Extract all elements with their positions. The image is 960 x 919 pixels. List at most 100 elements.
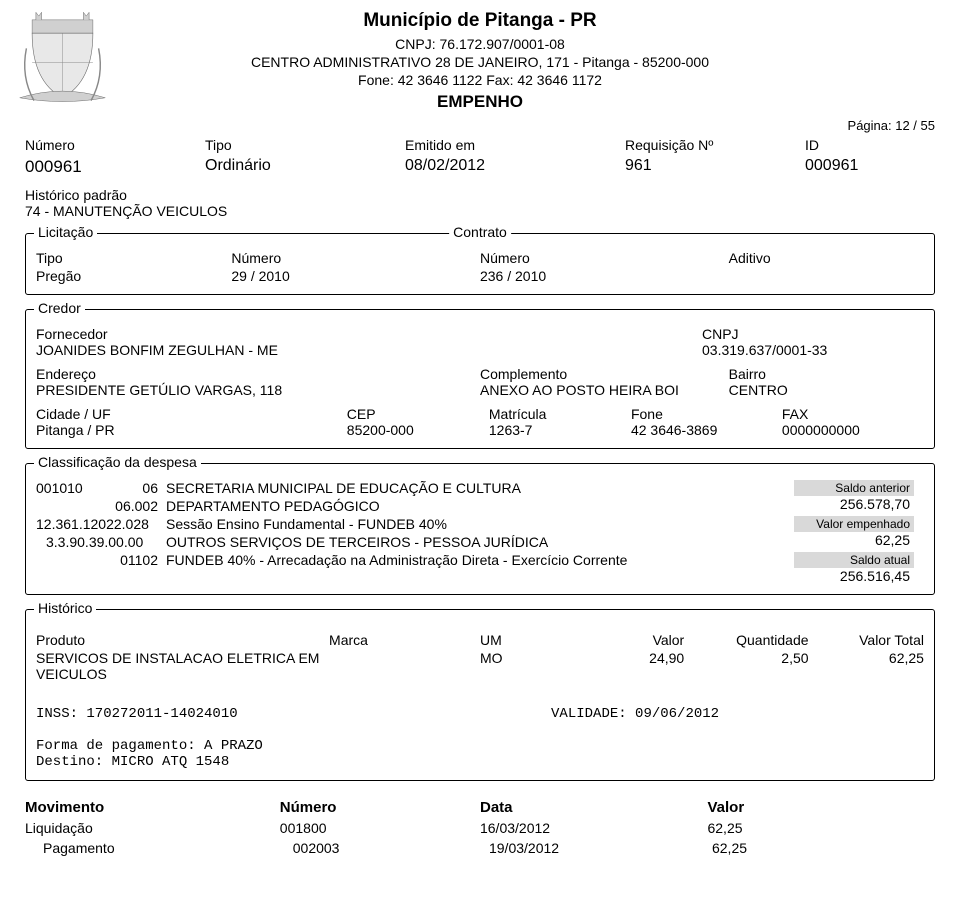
hist-padrao-text: 74 - MANUTENÇÃO VEICULOS [25, 203, 935, 219]
hist-padrao-block: Histórico padrão 74 - MANUTENÇÃO VEICULO… [25, 187, 935, 219]
hist-padrao-label: Histórico padrão [25, 187, 935, 203]
hist-qtd-lbl: Quantidade [684, 632, 808, 648]
fax-val: 0000000000 [782, 422, 924, 438]
municipality-title: Município de Pitanga - PR [25, 10, 935, 32]
endereco-lbl: Endereço [36, 366, 480, 382]
mov-num: 001800 [280, 820, 480, 836]
lic-num-val: 29 / 2010 [231, 268, 480, 284]
aditivo-lbl: Aditivo [729, 250, 924, 266]
mov-num: 002003 [293, 840, 489, 856]
fornecedor-val: JOANIDES BONFIM ZEGULHAN - ME [36, 342, 702, 358]
lbl-id: ID [805, 137, 905, 153]
credor-title: Credor [34, 300, 85, 316]
header-phones: Fone: 42 3646 1122 Fax: 42 3646 1172 [25, 72, 935, 88]
document-type: EMPENHO [25, 92, 935, 112]
saldo-anterior-value: 256.578,70 [794, 496, 914, 512]
fornecedor-lbl: Fornecedor [36, 326, 702, 342]
lic-tipo-lbl: Tipo [36, 250, 231, 266]
saldo-anterior-label: Saldo anterior [794, 480, 914, 496]
classif-text: Sessão Ensino Fundamental - FUNDEB 40% [166, 516, 784, 532]
hist-produto-val: SERVICOS DE INSTALACAO ELETRICA EM VEICU… [36, 650, 329, 682]
classif-line: 12.361.12022.028 Sessão Ensino Fundament… [36, 516, 784, 532]
historico-fieldset: Histórico Produto Marca UM Valor Quantid… [25, 609, 935, 781]
valor-empenhado-value: 62,25 [794, 532, 914, 548]
val-numero: 000961 [25, 157, 205, 177]
classif-code: 001010 [36, 480, 96, 496]
hist-valor-lbl: Valor [569, 632, 684, 648]
licitacao-title: Licitação [34, 224, 97, 240]
cidade-lbl: Cidade / UF [36, 406, 347, 422]
hist-total-val: 62,25 [809, 650, 924, 682]
classif-text: DEPARTAMENTO PEDAGÓGICO [166, 498, 784, 514]
lbl-numero: Número [25, 137, 205, 153]
classif-side: Saldo anterior 256.578,70 Valor empenhad… [794, 480, 924, 584]
saldo-atual-value: 256.516,45 [794, 568, 914, 584]
fone-lbl: Fone [631, 406, 782, 422]
contrato-num-val: 236 / 2010 [480, 268, 729, 284]
mov-type: Pagamento [43, 840, 275, 856]
classif-sub: 06 [96, 480, 166, 496]
mov-valor: 62,25 [707, 820, 935, 836]
header-cnpj: CNPJ: 76.172.907/0001-08 [25, 36, 935, 52]
mov-valor-lbl: Valor [707, 799, 935, 816]
complemento-val: ANEXO AO POSTO HEIRA BOI [480, 382, 729, 398]
licitacao-fieldset: Licitação Contrato Tipo Número Número Ad… [25, 233, 935, 295]
mov-valor: 62,25 [712, 840, 935, 856]
cnpj-val: 03.319.637/0001-33 [702, 342, 924, 358]
hist-total-lbl: Valor Total [809, 632, 924, 648]
mov-header: Movimento Número Data Valor [25, 799, 935, 816]
classif-line: 3.3.90.39.00.00 OUTROS SERVIÇOS DE TERCE… [36, 534, 784, 550]
matricula-lbl: Matrícula [489, 406, 631, 422]
valor-empenhado-label: Valor empenhado [794, 516, 914, 532]
classif-line: 01102 FUNDEB 40% - Arrecadação na Admini… [36, 552, 784, 568]
hist-marca-lbl: Marca [329, 632, 480, 648]
lbl-req: Requisição Nº [625, 137, 805, 153]
classif-title: Classificação da despesa [34, 454, 201, 470]
page-indicator: Página: 12 / 55 [25, 118, 935, 133]
contrato-title: Contrato [449, 224, 511, 240]
header-address: CENTRO ADMINISTRATIVO 28 DE JANEIRO, 171… [25, 54, 935, 70]
cep-lbl: CEP [347, 406, 489, 422]
lbl-tipo: Tipo [205, 137, 405, 153]
fax-lbl: FAX [782, 406, 924, 422]
validade-text: VALIDADE: 09/06/2012 [551, 706, 719, 722]
hist-qtd-val: 2,50 [684, 650, 808, 682]
credor-fieldset: Credor Fornecedor CNPJ JOANIDES BONFIM Z… [25, 309, 935, 449]
ident-values-row: 000961 Ordinário 08/02/2012 961 000961 [25, 157, 935, 177]
fone-val: 42 3646-3869 [631, 422, 782, 438]
classif-sub: 06.002 [96, 498, 166, 514]
mov-type: Liquidação [25, 820, 280, 836]
classif-fieldset: Classificação da despesa 001010 06 SECRE… [25, 463, 935, 595]
classif-code: 3.3.90.39.00.00 [36, 534, 166, 550]
hist-valor-val: 24,90 [569, 650, 684, 682]
classif-text: FUNDEB 40% - Arrecadação na Administraçã… [166, 552, 784, 568]
destino: Destino: MICRO ATQ 1548 [36, 754, 924, 770]
bairro-val: CENTRO [729, 382, 924, 398]
hist-um-val: MO [480, 650, 569, 682]
val-id: 000961 [805, 157, 905, 177]
lic-tipo-val: Pregão [36, 268, 231, 284]
mov-data: 16/03/2012 [480, 820, 708, 836]
hist-produto-lbl: Produto [36, 632, 329, 648]
mov-row: Liquidação 001800 16/03/2012 62,25 [25, 820, 935, 836]
page-container: Município de Pitanga - PR CNPJ: 76.172.9… [0, 0, 960, 876]
mov-num-lbl: Número [280, 799, 480, 816]
val-req: 961 [625, 157, 805, 177]
classif-text: SECRETARIA MUNICIPAL DE EDUCAÇÃO E CULTU… [166, 480, 784, 496]
classif-line: 06.002 DEPARTAMENTO PEDAGÓGICO [36, 498, 784, 514]
classif-sub: 01102 [36, 552, 166, 568]
hist-um-lbl: UM [480, 632, 569, 648]
inss-text: INSS: 170272011-14024010 [36, 706, 551, 722]
forma-pagamento: Forma de pagamento: A PRAZO [36, 738, 924, 754]
endereco-val: PRESIDENTE GETÚLIO VARGAS, 118 [36, 382, 480, 398]
header: Município de Pitanga - PR CNPJ: 76.172.9… [25, 10, 935, 112]
aditivo-val [729, 268, 924, 284]
lbl-emitido: Emitido em [405, 137, 625, 153]
mov-data: 19/03/2012 [489, 840, 712, 856]
lic-num-lbl: Número [231, 250, 480, 266]
mov-data-lbl: Data [480, 799, 708, 816]
saldo-atual-label: Saldo atual [794, 552, 914, 568]
matricula-val: 1263-7 [489, 422, 631, 438]
bairro-lbl: Bairro [729, 366, 924, 382]
contrato-num-lbl: Número [480, 250, 729, 266]
